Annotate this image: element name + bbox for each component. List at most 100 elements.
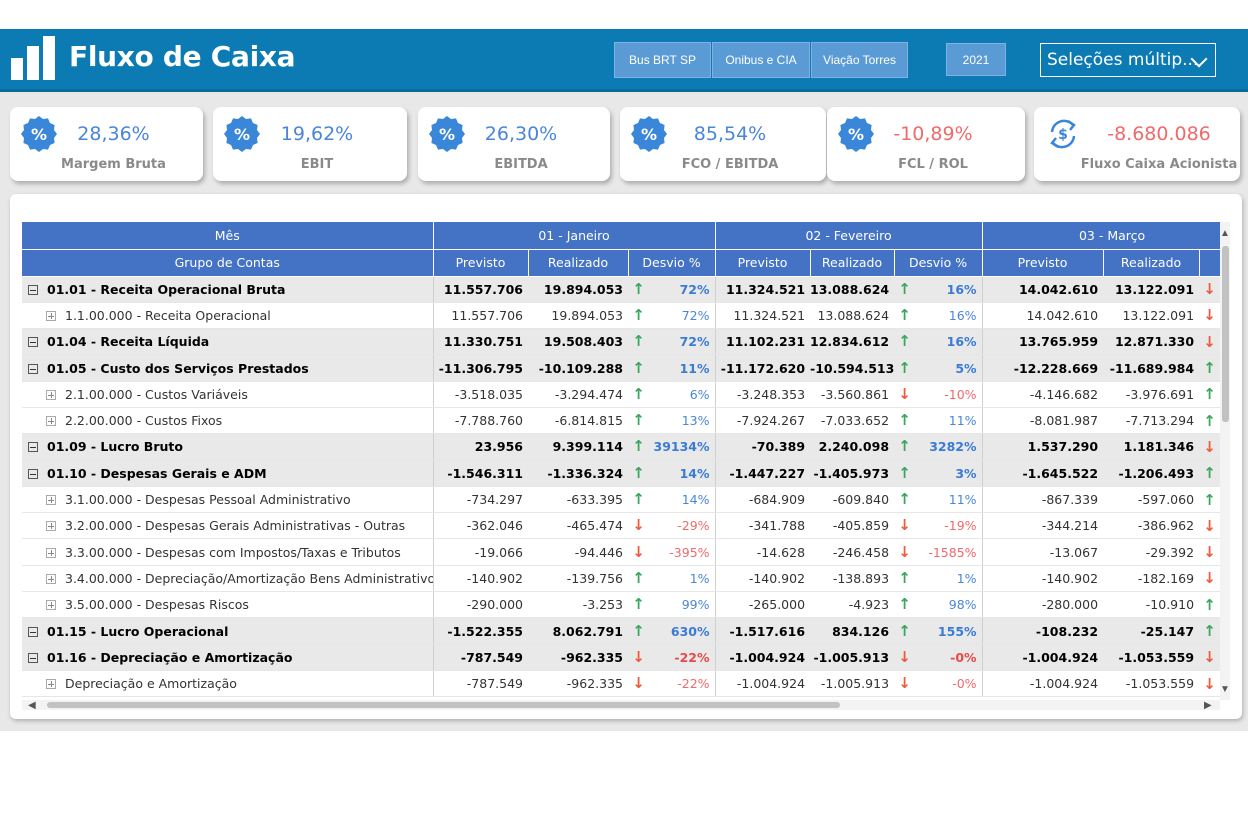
previsto-cell: 23.956 [433, 433, 528, 461]
expand-icon[interactable] [46, 600, 56, 611]
arrow-down-icon: ↓ [632, 647, 645, 666]
previsto-cell: -19.066 [433, 538, 528, 566]
group-row[interactable]: 01.01 - Receita Operacional Bruta 11.557.… [22, 276, 1220, 303]
horizontal-scroll-thumb[interactable] [47, 702, 840, 708]
group-row[interactable]: 01.16 - Depreciação e Amortização -787.54… [22, 644, 1220, 671]
collapse-icon[interactable] [28, 363, 38, 374]
expand-icon[interactable] [46, 310, 56, 321]
detail-row[interactable]: 3.4.00.000 - Depreciação/Amortização Ben… [22, 565, 1220, 593]
header-previsto[interactable]: Previsto [715, 249, 811, 277]
header-realizado[interactable]: Realizado [1103, 249, 1200, 277]
scroll-left-icon[interactable]: ◀ [28, 700, 36, 711]
group-row[interactable]: 01.09 - Lucro Bruto 23.956 9.399.114 ↑ 39134… [22, 433, 1220, 461]
kpi-label: EBIT [300, 157, 334, 172]
header-realizado[interactable]: Realizado [810, 249, 895, 277]
desvio-percent: -1585% [928, 544, 977, 560]
desvio-cell: ↓ -0% [894, 644, 983, 671]
detail-row[interactable]: 3.5.00.000 - Despesas Riscos -290.000 -3.2… [22, 591, 1220, 619]
group-row[interactable]: 01.05 - Custo dos Serviços Prestados -11.… [22, 354, 1220, 382]
desvio-cell: ↓ [1199, 512, 1220, 540]
group-row[interactable]: 01.10 - Despesas Gerais e ADM -1.546.311-… [22, 460, 1220, 487]
desvio-cell: ↑ 16% [894, 302, 983, 330]
collapse-icon[interactable] [28, 626, 38, 637]
desvio-percent: -10% [944, 386, 977, 402]
header-month-jan[interactable]: 01 - Janeiro [433, 222, 716, 250]
slicer-viacao-torres[interactable]: Viação Torres [811, 42, 908, 78]
previsto-cell: -787.549 [433, 644, 528, 671]
desvio-percent: 13% [681, 413, 710, 429]
desvio-percent: 14% [681, 492, 710, 508]
desvio-cell: ↑ 630% [628, 617, 716, 645]
previsto-cell: -140.902 [982, 565, 1104, 593]
collapse-icon[interactable] [28, 652, 38, 663]
expand-icon[interactable] [46, 547, 56, 558]
group-row[interactable]: 01.15 - Lucro Operacional -1.522.355 8.062… [22, 617, 1220, 645]
desvio-percent: -29% [677, 518, 710, 534]
realizado-cell: -246.458 [810, 538, 895, 566]
previsto-cell: 14.042.610 [982, 276, 1104, 303]
desvio-cell: ↓ -1585% [894, 538, 983, 566]
header-previsto[interactable]: Previsto [982, 249, 1104, 277]
page-title: Fluxo de Caixa [69, 40, 296, 73]
header-realizado[interactable]: Realizado [528, 249, 629, 277]
header-desvio[interactable]: Desvio % [894, 249, 983, 277]
header-previsto[interactable]: Previsto [433, 249, 529, 277]
previsto-cell: -3.518.035 [433, 381, 528, 408]
arrow-up-icon: ↑ [632, 490, 645, 509]
slicer-bus-brt-sp[interactable]: Bus BRT SP [614, 42, 711, 78]
desvio-percent: 14% [679, 465, 710, 481]
detail-row[interactable]: 3.3.00.000 - Despesas com Impostos/Taxas… [22, 538, 1220, 566]
vertical-scrollbar[interactable] [1220, 222, 1230, 700]
arrow-up-icon: ↑ [632, 621, 645, 640]
previsto-cell: -1.447.227 [715, 460, 811, 487]
vertical-scroll-thumb[interactable] [1222, 246, 1229, 422]
previsto-cell: -265.000 [715, 591, 811, 619]
desvio-percent: 155% [937, 623, 977, 639]
previsto-cell: -7.924.267 [715, 407, 811, 435]
header-group[interactable]: Grupo de Contas [22, 249, 434, 277]
expand-icon[interactable] [46, 416, 56, 427]
previsto-cell: 11.324.521 [715, 302, 811, 330]
slicer-onibus-e-cia[interactable]: Onibus e CIA [712, 42, 810, 78]
expand-icon[interactable] [46, 679, 56, 690]
header-month-fev[interactable]: 02 - Fevereiro [715, 222, 983, 250]
detail-row[interactable]: 1.1.00.000 - Receita Operacional 11.557.7… [22, 302, 1220, 330]
group-row[interactable]: 01.04 - Receita Líquida 11.330.751 19.508.… [22, 328, 1220, 356]
header-month-mar[interactable]: 03 - Março [982, 222, 1220, 250]
expand-icon[interactable] [46, 389, 56, 400]
detail-row[interactable]: 2.1.00.000 - Custos Variáveis -3.518.035-… [22, 381, 1220, 408]
scroll-down-icon[interactable]: ▼ [1220, 684, 1230, 695]
detail-row[interactable]: 3.2.00.000 - Despesas Gerais Administrat… [22, 512, 1220, 540]
multi-select-dropdown[interactable]: Seleções múltip... [1040, 43, 1216, 77]
header-desvio[interactable]: Desvio % [628, 249, 716, 277]
expand-icon[interactable] [46, 495, 56, 506]
previsto-cell: -12.228.669 [982, 354, 1104, 382]
scroll-up-icon[interactable]: ▲ [1220, 228, 1230, 239]
detail-row[interactable]: 3.1.00.000 - Despesas Pessoal Administra… [22, 486, 1220, 514]
expand-icon[interactable] [46, 573, 56, 584]
previsto-cell: -3.248.353 [715, 381, 811, 408]
desvio-cell: ↑ [1199, 354, 1220, 382]
svg-text:%: % [848, 125, 864, 144]
detail-row[interactable]: Depreciação e Amortização -787.549 -962.33… [22, 670, 1220, 698]
collapse-icon[interactable] [28, 442, 38, 453]
desvio-cell: ↑ 16% [894, 276, 983, 303]
collapse-icon[interactable] [28, 337, 38, 348]
arrow-up-icon: ↑ [898, 358, 911, 377]
arrow-up-icon: ↑ [632, 332, 645, 351]
realizado-cell: -11.689.984 [1103, 354, 1200, 382]
previsto-cell: -11.172.620 [715, 354, 811, 382]
desvio-cell: ↑ 72% [628, 328, 716, 356]
collapse-icon[interactable] [28, 284, 38, 295]
account-name: 3.3.00.000 - Despesas com Impostos/Taxas… [65, 544, 401, 560]
cash-flow-matrix[interactable]: Mês 01 - Janeiro 02 - Fevereiro 03 - Mar… [22, 222, 1220, 700]
collapse-icon[interactable] [28, 468, 38, 479]
year-slicer[interactable]: 2021 [946, 43, 1006, 76]
scroll-right-icon[interactable]: ▶ [1204, 700, 1212, 711]
desvio-cell: ↓ -29% [628, 512, 716, 540]
expand-icon[interactable] [46, 521, 56, 532]
detail-row[interactable]: 2.2.00.000 - Custos Fixos -7.788.760 -6.81… [22, 407, 1220, 435]
previsto-cell: 11.102.231 [715, 328, 811, 356]
header-desvio-partial[interactable] [1199, 249, 1220, 277]
desvio-cell: ↓ [1199, 644, 1220, 671]
